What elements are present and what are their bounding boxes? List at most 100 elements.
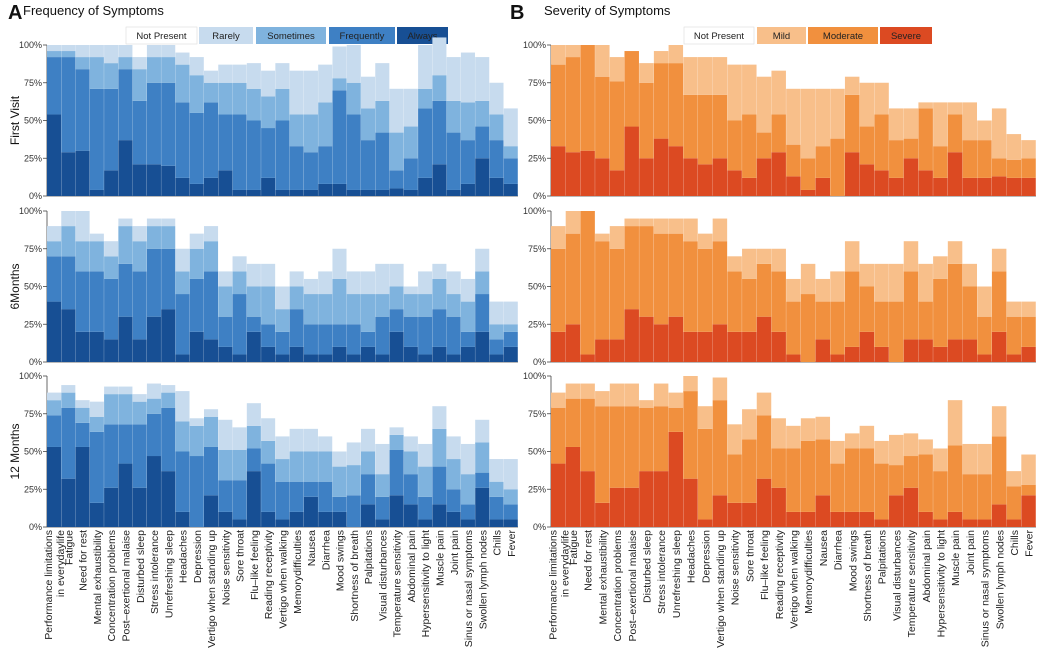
bar-segment <box>361 346 376 362</box>
category-label: Muscle pain <box>435 530 447 586</box>
bar-segment <box>962 177 977 196</box>
bar-segment <box>246 120 261 190</box>
bar-segment <box>639 218 654 227</box>
category-label: Swollen lymph nodes <box>994 530 1006 629</box>
bar-segment <box>786 176 801 196</box>
category-label: Flu–like feeling <box>249 530 261 600</box>
bar-segment <box>146 316 161 362</box>
bar-segment <box>232 189 247 196</box>
bar-segment <box>146 413 161 457</box>
bar-segment <box>460 102 475 141</box>
bar-segment <box>446 316 461 355</box>
bar-segment <box>132 100 147 165</box>
bar-segment <box>47 446 62 527</box>
bar-segment <box>261 440 276 464</box>
category-label: Post–exertional malaise <box>627 530 639 642</box>
bar-segment <box>446 57 461 101</box>
bar-segment <box>742 439 757 503</box>
bar-segment <box>962 263 977 287</box>
bar-segment <box>332 78 347 91</box>
bar-segment <box>683 478 698 527</box>
bar-segment <box>918 102 933 109</box>
bar-segment <box>697 94 713 165</box>
bar-segment <box>991 271 1007 332</box>
bar-segment <box>132 164 147 196</box>
bar-segment <box>361 451 376 475</box>
bar-segment <box>89 502 104 527</box>
bar-segment <box>503 183 518 196</box>
bar-segment <box>727 64 742 121</box>
bar-segment <box>1021 484 1036 496</box>
bar-segment <box>1021 316 1036 347</box>
bar-segment <box>712 377 728 401</box>
legend-item: Moderate <box>808 27 878 44</box>
bar-segment <box>475 100 490 127</box>
bar-segment <box>204 82 219 103</box>
bar-segment <box>289 189 304 196</box>
bar-segment <box>47 45 62 52</box>
bar-segment <box>503 346 518 362</box>
bar-segment <box>218 271 233 287</box>
bar-segment <box>61 385 76 393</box>
bar-segment <box>418 271 433 295</box>
bar-segment <box>204 226 219 242</box>
bar-segment <box>161 385 176 393</box>
category-label: Hypersensitivity to light <box>420 530 432 637</box>
category-label: Reading receptivity <box>774 529 786 619</box>
bar-segment <box>815 439 831 496</box>
bar-segment <box>104 424 119 488</box>
bar-segment <box>189 57 204 76</box>
bar-segment <box>1021 495 1036 527</box>
bar-segment <box>303 278 318 295</box>
bar-segment <box>830 511 845 527</box>
category-label: Reading receptivity <box>263 529 275 619</box>
bar-segment <box>742 502 757 527</box>
bar-segment <box>375 354 390 362</box>
y-tick-label: 50% <box>24 447 42 457</box>
bar-segment <box>289 286 304 310</box>
bar-segment <box>361 428 376 452</box>
bar-segment <box>565 233 581 325</box>
bar-segment <box>389 132 404 171</box>
bar-segment <box>668 392 684 408</box>
bar-segment <box>346 82 361 115</box>
bar-segment <box>977 443 992 475</box>
legend-label: Moderate <box>823 31 863 42</box>
bar-segment <box>609 383 625 407</box>
bar-segment <box>104 170 119 196</box>
legend-label: Severe <box>891 31 921 42</box>
bar-segment <box>609 248 625 340</box>
bar-segment <box>815 339 831 362</box>
bar-segment <box>595 241 610 340</box>
bar-segment <box>889 108 904 141</box>
bar-segment <box>332 46 347 79</box>
bar-segment <box>132 487 147 527</box>
bar-segment <box>918 263 933 302</box>
y-tick-label: 75% <box>24 244 42 254</box>
bar-segment <box>830 440 845 464</box>
bar-segment <box>75 400 90 408</box>
bar-segment <box>742 114 757 178</box>
y-tick-label: 25% <box>528 319 546 329</box>
bar-segment <box>189 75 204 113</box>
bar-segment <box>261 263 276 287</box>
bar-segment <box>859 164 875 196</box>
bar-segment <box>118 218 133 227</box>
bar-segment <box>389 263 404 287</box>
bar-segment <box>580 398 595 472</box>
bar-segment <box>874 114 889 171</box>
bar-segment <box>624 218 639 227</box>
bar-segment <box>346 189 361 196</box>
bar-segment <box>89 331 104 362</box>
bar-segment <box>246 263 261 287</box>
bar-segment <box>1021 346 1036 362</box>
legend-swatch <box>808 27 878 44</box>
bar-segment <box>289 309 304 347</box>
bar-segment <box>653 233 669 325</box>
bar-segment <box>75 446 90 527</box>
bar-segment <box>132 401 147 425</box>
bar-segment <box>146 383 161 399</box>
bar-segment <box>161 392 176 408</box>
bar-segment <box>275 63 290 89</box>
bar-segment <box>947 102 963 115</box>
